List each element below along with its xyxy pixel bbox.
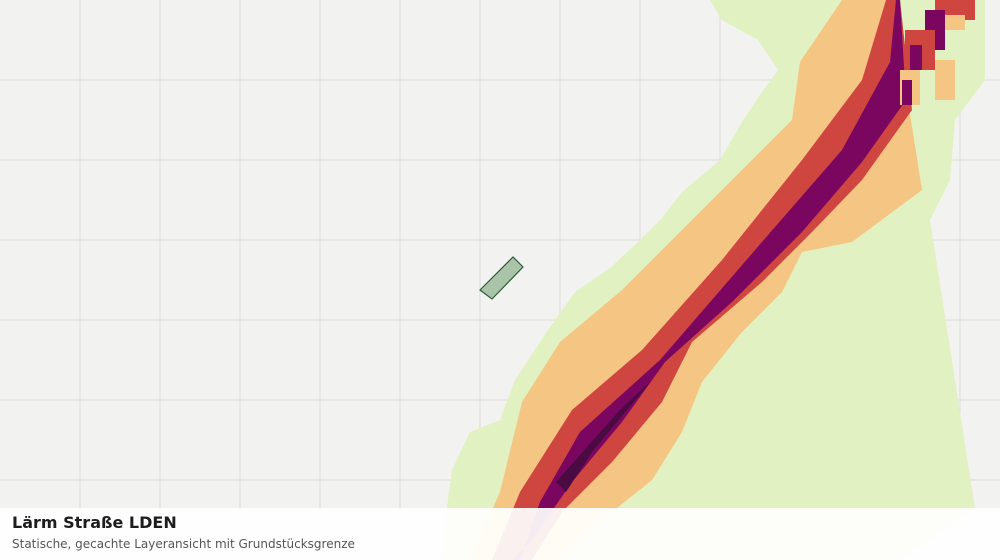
noise-zone-extreme [556, 380, 652, 492]
map-title: Lärm Straße LDEN [12, 513, 177, 532]
noise-raster-tiles [900, 0, 975, 105]
raster-tile [945, 15, 965, 30]
parcel-boundary [479, 256, 524, 300]
caption-panel [0, 508, 1000, 560]
noise-zone-very-high [512, 0, 906, 560]
raster-tile [935, 60, 955, 100]
raster-tile [910, 45, 922, 70]
map-subtitle: Statische, gecachte Layeransicht mit Gru… [12, 537, 355, 551]
raster-tile [902, 80, 912, 105]
